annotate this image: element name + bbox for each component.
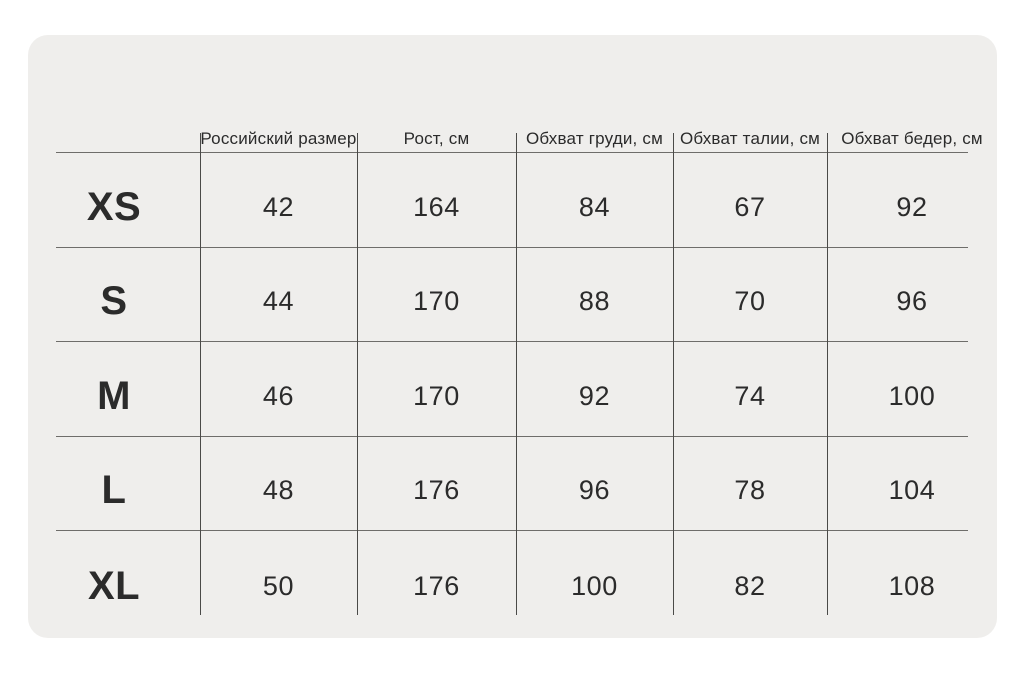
cell-chest: 100 — [571, 570, 618, 601]
cell-size: S — [100, 279, 128, 324]
cell-russian-size: 46 — [262, 380, 295, 411]
cell-hips: 104 — [888, 475, 936, 506]
table-row: XS 42 164 84 67 92 — [28, 160, 997, 255]
cell-waist: 67 — [734, 191, 766, 222]
row-divider — [56, 341, 968, 342]
row-divider — [56, 435, 968, 437]
column-divider — [357, 133, 358, 615]
column-divider — [827, 133, 828, 615]
cell-hips: 96 — [896, 286, 928, 317]
cell-height: 170 — [413, 380, 460, 411]
cell-waist: 82 — [734, 570, 766, 601]
table-row: XL 50 176 100 82 108 — [28, 538, 997, 634]
column-header-height: Рост, см — [403, 129, 470, 149]
cell-waist: 78 — [734, 475, 766, 506]
row-divider — [56, 152, 968, 153]
row-divider — [56, 530, 968, 531]
column-header-chest: Обхват груди, см — [526, 129, 663, 149]
cell-chest: 96 — [578, 475, 611, 506]
cell-russian-size: 42 — [262, 191, 295, 222]
cell-chest: 84 — [578, 191, 611, 222]
cell-size: XL — [87, 563, 141, 608]
column-divider — [673, 133, 674, 615]
column-header-hips: Обхват бедер, см — [841, 129, 983, 149]
table-row: S 44 170 88 70 96 — [28, 255, 997, 350]
column-header-waist: Обхват талии, см — [679, 129, 821, 149]
cell-hips: 92 — [896, 191, 928, 222]
column-header-russian-size: Российский размер — [200, 129, 357, 149]
table-row: L 48 176 96 78 104 — [28, 444, 997, 539]
cell-chest: 92 — [578, 380, 611, 411]
column-header-size — [28, 35, 200, 160]
cell-hips: 100 — [888, 380, 936, 411]
cell-size: XS — [86, 184, 142, 229]
cell-height: 176 — [413, 570, 460, 601]
table-row: M 46 170 92 74 100 — [28, 349, 997, 444]
size-chart-card: Российский размер Рост, см Обхват груди,… — [28, 35, 997, 638]
column-divider — [516, 133, 517, 615]
cell-size: M — [97, 373, 131, 418]
cell-russian-size: 44 — [262, 286, 295, 317]
cell-height: 164 — [413, 191, 460, 222]
cell-waist: 70 — [734, 286, 766, 317]
cell-height: 176 — [413, 475, 460, 506]
cell-waist: 74 — [734, 380, 766, 411]
cell-russian-size: 50 — [262, 570, 295, 601]
table-header: Российский размер Рост, см Обхват груди,… — [28, 35, 997, 160]
table-body: XS 42 164 84 67 92 S 44 170 88 70 96 M 4… — [28, 160, 997, 634]
cell-size: L — [101, 468, 127, 513]
header-row: Российский размер Рост, см Обхват груди,… — [28, 35, 997, 160]
cell-russian-size: 48 — [262, 475, 295, 506]
cell-height: 170 — [413, 286, 460, 317]
column-divider — [200, 133, 201, 615]
size-chart-table: Российский размер Рост, см Обхват груди,… — [28, 35, 997, 634]
cell-chest: 88 — [578, 286, 611, 317]
row-divider — [56, 246, 968, 248]
cell-hips: 108 — [888, 570, 936, 601]
